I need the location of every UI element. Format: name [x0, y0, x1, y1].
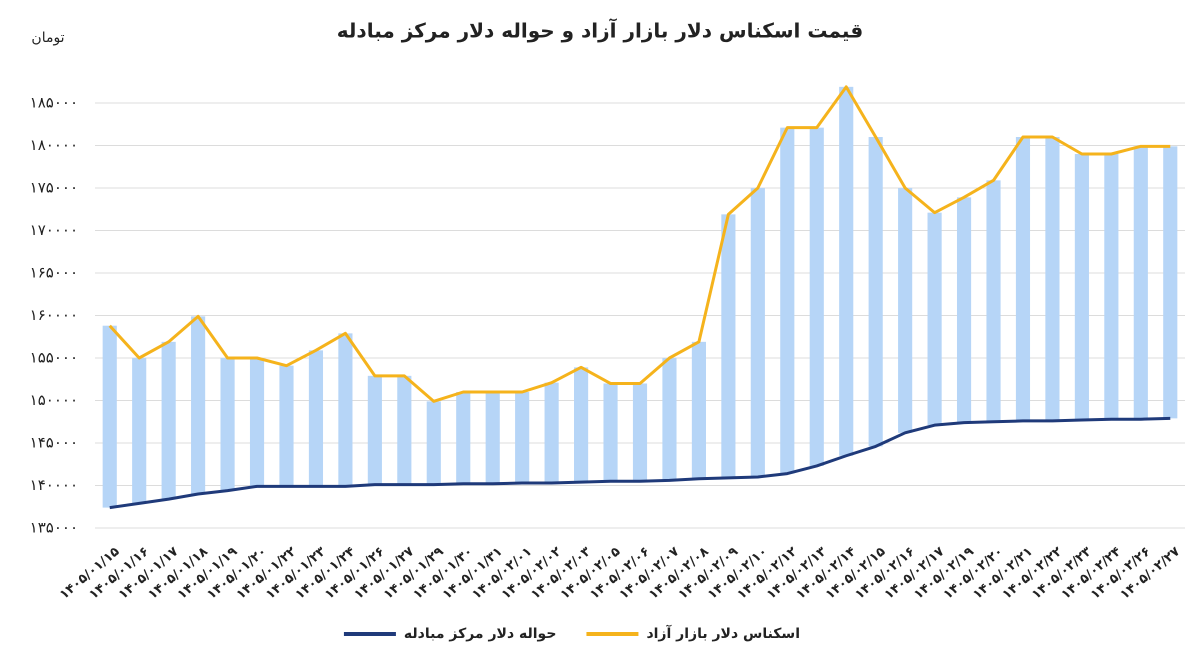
up-down-bar [780, 127, 795, 474]
y-tick-label: ۱۷۰۰۰۰ [30, 221, 78, 239]
y-tick-label: ۱۶۵۰۰۰ [30, 264, 78, 282]
up-down-bar [397, 375, 412, 485]
up-down-bar [279, 365, 294, 487]
y-axis-label: تومان [31, 30, 64, 46]
y-tick-label: ۱۴۰۰۰۰ [30, 476, 78, 494]
up-down-bar [839, 86, 854, 456]
series-line [109, 416, 1171, 510]
up-down-bar [603, 383, 618, 482]
up-down-bar [662, 358, 677, 481]
up-down-bar [367, 375, 382, 485]
up-down-bar [809, 127, 824, 466]
up-down-bar [1074, 154, 1089, 421]
legend-label: حواله دلار مرکز مبادله [404, 626, 557, 642]
up-down-bar [1163, 146, 1178, 419]
up-down-bar [249, 358, 265, 487]
chart-title: قیمت اسکناس دلار بازار آزاد و حواله دلار… [337, 18, 863, 43]
up-down-bar [1015, 137, 1031, 421]
up-down-bar [927, 212, 942, 426]
y-tick-label: ۱۷۵۰۰۰ [30, 179, 78, 197]
up-down-bar [1104, 154, 1119, 420]
up-down-bar [574, 367, 589, 483]
up-down-bar [102, 325, 117, 508]
series-line [108, 85, 1171, 403]
y-tick-label: ۱۵۵۰۰۰ [30, 349, 78, 367]
y-tick-label: ۱۴۵۰۰۰ [30, 434, 78, 452]
up-down-bar [898, 188, 913, 433]
up-down-bar [161, 341, 176, 500]
y-tick-label: ۱۵۰۰۰۰ [30, 391, 78, 409]
up-down-bar [721, 214, 736, 478]
up-down-bar [632, 383, 648, 482]
up-down-bar [956, 197, 972, 423]
up-down-bar [986, 180, 1001, 422]
up-down-bar [338, 333, 353, 487]
legend-label: اسکناس دلار بازار آزاد [646, 624, 800, 642]
y-tick-label: ۱۳۵۰۰۰ [30, 519, 78, 537]
up-down-bar [308, 350, 324, 487]
up-down-bar [426, 401, 441, 485]
up-down-bar [191, 316, 206, 494]
y-tick-label: ۱۸۵۰۰۰ [30, 94, 78, 112]
up-down-bar [485, 392, 500, 484]
y-tick-label: ۱۸۰۰۰۰ [30, 136, 78, 154]
up-down-bar [691, 341, 706, 479]
up-down-bar [1045, 137, 1060, 421]
up-down-bar [132, 358, 147, 504]
y-tick-label: ۱۶۰۰۰۰ [30, 306, 78, 324]
up-down-bar [544, 382, 559, 483]
up-down-bar [868, 137, 883, 447]
up-down-bar [515, 392, 530, 483]
up-down-bar [750, 188, 765, 477]
up-down-bar [220, 358, 235, 491]
up-down-bar [456, 392, 471, 484]
up-down-bar [1133, 146, 1148, 420]
